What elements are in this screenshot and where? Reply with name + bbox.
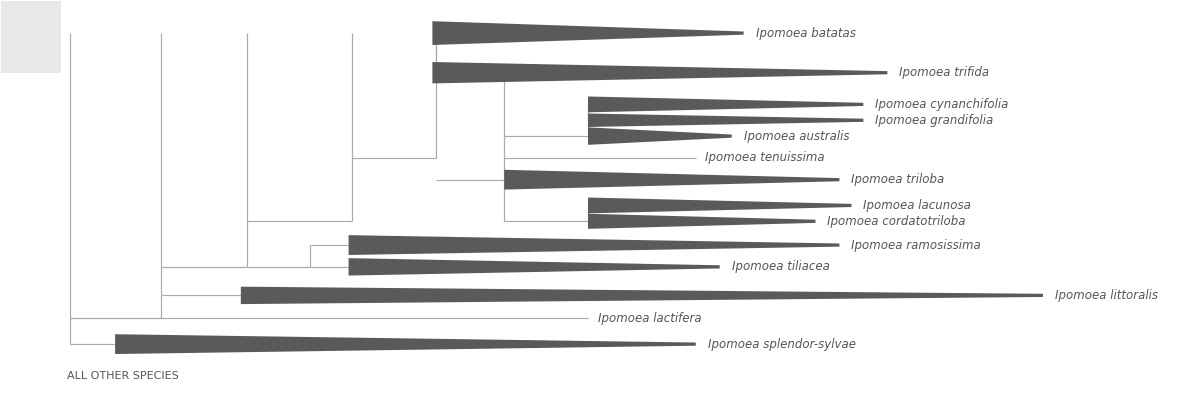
Text: Ipomoea triloba: Ipomoea triloba: [852, 173, 944, 186]
Polygon shape: [115, 334, 696, 354]
Polygon shape: [432, 21, 744, 45]
Text: Ipomoea batatas: Ipomoea batatas: [756, 27, 856, 40]
Polygon shape: [241, 286, 1043, 304]
Text: Ipomoea tenuissima: Ipomoea tenuissima: [706, 151, 824, 164]
Polygon shape: [432, 62, 887, 83]
Polygon shape: [588, 127, 732, 145]
Text: Ipomoea tiliacea: Ipomoea tiliacea: [732, 261, 829, 273]
Text: Ipomoea grandifolia: Ipomoea grandifolia: [875, 114, 994, 127]
Text: Ipomoea trifida: Ipomoea trifida: [899, 66, 990, 79]
Polygon shape: [588, 97, 863, 113]
Polygon shape: [348, 258, 720, 276]
Bar: [1, 1, 61, 73]
Polygon shape: [588, 198, 852, 213]
Polygon shape: [504, 170, 840, 190]
Polygon shape: [348, 235, 840, 255]
Text: Ipomoea cynanchifolia: Ipomoea cynanchifolia: [875, 98, 1009, 111]
Polygon shape: [588, 114, 863, 127]
Text: Ipomoea australis: Ipomoea australis: [744, 130, 850, 142]
Text: Ipomoea lacunosa: Ipomoea lacunosa: [863, 199, 971, 212]
Text: Ipomoea cordatotriloba: Ipomoea cordatotriloba: [828, 215, 966, 228]
Text: Ipomoea littoralis: Ipomoea littoralis: [1055, 289, 1158, 302]
Text: ALL OTHER SPECIES: ALL OTHER SPECIES: [67, 371, 179, 381]
Text: Ipomoea ramosissima: Ipomoea ramosissima: [852, 239, 982, 251]
Text: Ipomoea splendor-sylvae: Ipomoea splendor-sylvae: [708, 338, 856, 351]
Text: Ipomoea lactifera: Ipomoea lactifera: [598, 312, 701, 325]
Polygon shape: [588, 214, 816, 229]
